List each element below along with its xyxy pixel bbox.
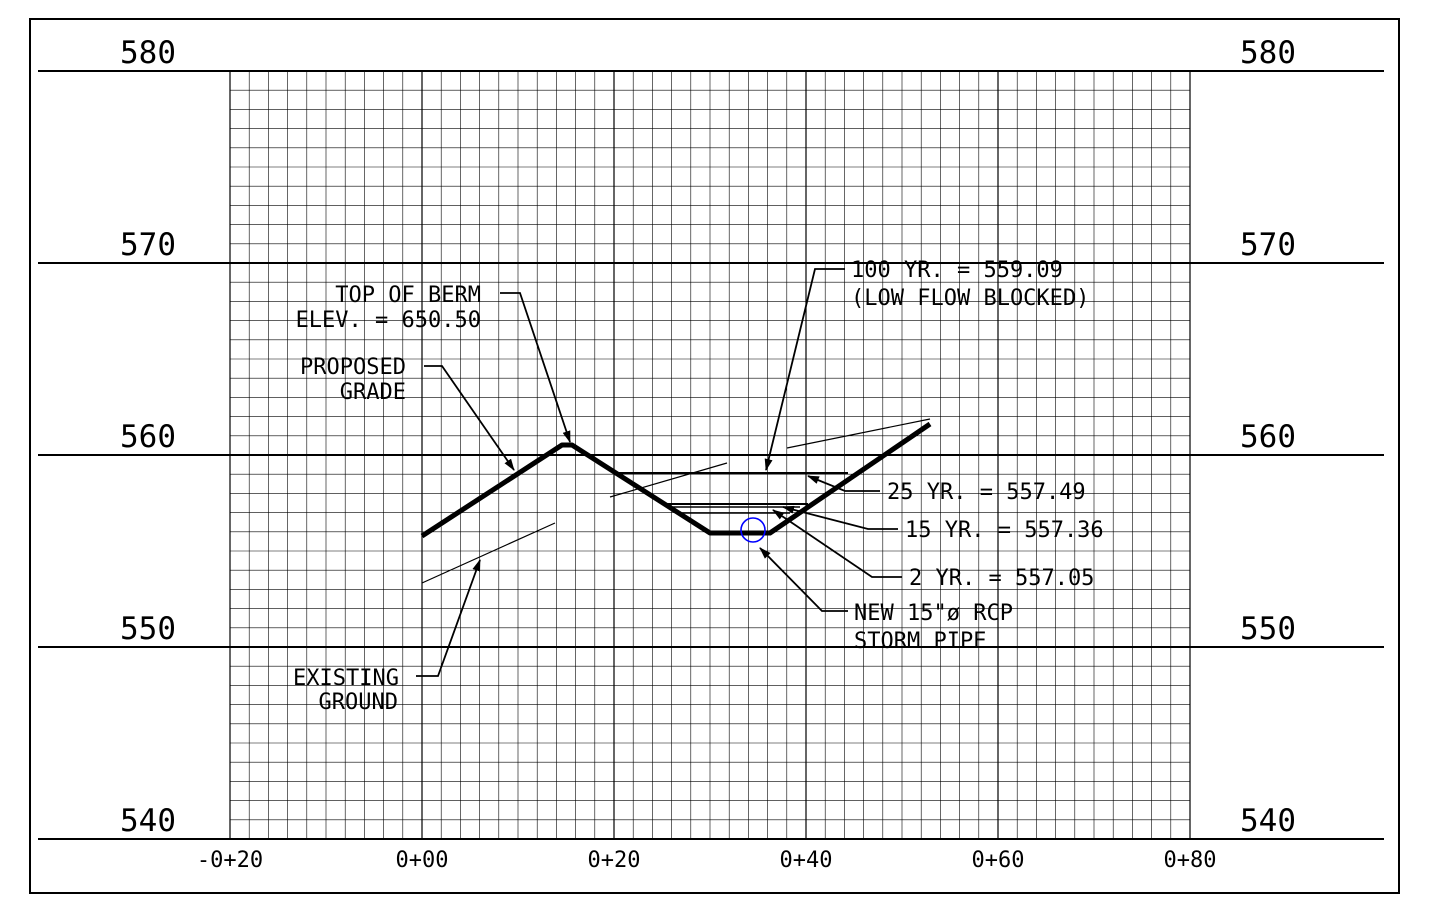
station-label-0: 0+00 [396,848,449,873]
yr100-label-line2: (LOW FLOW BLOCKED) [851,286,1089,311]
existing-ground-label-line1: EXISTING [293,666,399,691]
water-surface-lines [618,472,848,514]
proposed-grade-label-line1: PROPOSED [300,355,406,380]
elev-label-560-right: 560 [1240,419,1296,455]
callout-texts: TOP OF BERM ELEV. = 650.50 PROPOSED GRAD… [293,258,1104,715]
yr100-label-line1: 100 YR. = 559.09 [851,258,1063,283]
top-of-berm-label-line1: TOP OF BERM [335,283,481,308]
existing-ground-leader [416,559,481,677]
sheet-border [29,18,1400,894]
pipe-label-line1: NEW 15"ø RCP [854,601,1013,626]
yr2-label: 2 YR. = 557.05 [909,566,1094,591]
proposed-grade-leader [424,365,515,471]
pipe-label-line2: STORM PIPE [854,629,986,654]
yr15-label: 15 YR. = 557.36 [905,518,1104,543]
existing-ground-line [421,418,931,584]
elev-label-580-left: 580 [120,35,176,71]
elevation-labels-left: 580 570 560 550 540 [120,35,176,839]
elevation-labels-right: 580 570 560 550 540 [1240,35,1296,839]
elev-label-570-right: 570 [1240,227,1296,263]
yr15-leader [782,505,898,530]
station-label-minus20: -0+20 [197,848,263,873]
elev-label-560-left: 560 [120,419,176,455]
station-label-60: 0+60 [972,848,1025,873]
callout-leaders [416,268,902,677]
elev-label-540-right: 540 [1240,803,1296,839]
yr25-leader [807,475,880,492]
station-label-80: 0+80 [1164,848,1217,873]
yr100-leader [764,268,845,471]
top-of-berm-leader [500,292,571,443]
station-label-40: 0+40 [780,848,833,873]
station-label-20: 0+20 [588,848,641,873]
elevation-lines [38,70,1384,840]
storm-pipe-circle [740,517,766,543]
station-labels: -0+20 0+00 0+20 0+40 0+60 0+80 [197,848,1217,873]
existing-ground-label-line2: GROUND [319,690,398,715]
elev-label-540-left: 540 [120,803,176,839]
yr25-label: 25 YR. = 557.49 [887,480,1086,505]
elev-label-550-right: 550 [1240,611,1296,647]
proposed-grade-label-line2: GRADE [340,380,406,405]
elev-label-580-right: 580 [1240,35,1296,71]
pipe-leader [759,547,848,612]
yr2-leader [772,509,902,578]
proposed-grade-line [420,421,932,539]
elev-label-550-left: 550 [120,611,176,647]
elev-label-570-left: 570 [120,227,176,263]
top-of-berm-label-line2: ELEV. = 650.50 [296,308,481,333]
